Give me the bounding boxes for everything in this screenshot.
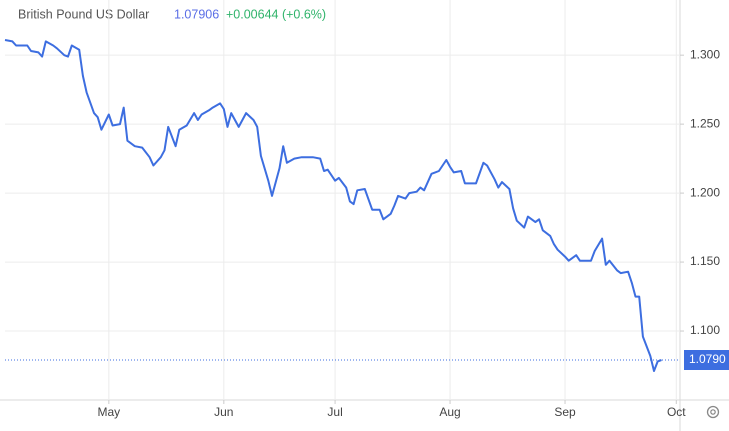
x-tick-label: Sep xyxy=(554,405,576,419)
x-tick-label: May xyxy=(98,405,121,419)
y-tick-label: 1.300 xyxy=(690,47,720,61)
price-change: +0.00644 (+0.6%) xyxy=(226,7,326,21)
x-tick-label: Jul xyxy=(327,405,342,419)
x-tick-label: Oct xyxy=(667,405,686,419)
y-tick-label: 1.100 xyxy=(690,323,720,337)
settings-gear[interactable] xyxy=(706,405,720,419)
y-tick-label: 1.200 xyxy=(690,185,720,199)
chart-title: British Pound US Dollar xyxy=(18,7,149,21)
settings-gear-core[interactable] xyxy=(710,409,716,415)
last-price: 1.07906 xyxy=(174,7,219,21)
x-tick-label: Jun xyxy=(214,405,233,419)
y-tick-label: 1.150 xyxy=(690,254,720,268)
x-tick-label: Aug xyxy=(439,405,460,419)
price-line xyxy=(4,39,662,372)
last-price-badge xyxy=(684,350,729,370)
settings-icon[interactable] xyxy=(706,405,720,419)
y-tick-label: 1.250 xyxy=(690,116,720,130)
last-price-label: 1.0790 xyxy=(689,352,726,366)
